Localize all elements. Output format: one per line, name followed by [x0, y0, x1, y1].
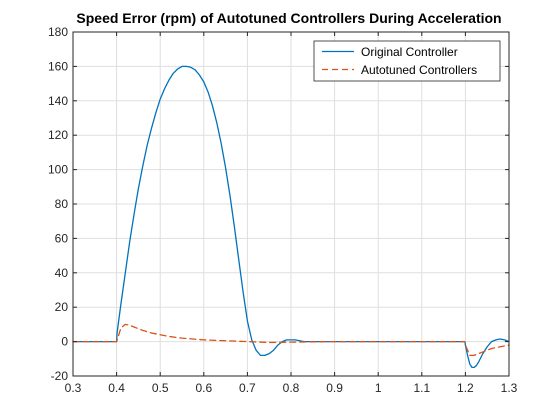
x-tick-label: 1.1: [413, 381, 430, 395]
y-tick-label: 20: [55, 300, 69, 314]
axis-ticks: 0.3 0.4 0.5 0.6 0.7 0.8 0.9 1 1.1 1.2 1.3 -20 0 20 40 6…: [48, 25, 518, 395]
legend-label-original: Original Controller: [361, 45, 458, 59]
x-tick-label: 0.7: [239, 381, 256, 395]
x-tick-label: 0.6: [195, 381, 212, 395]
y-tick-label: 140: [48, 94, 68, 108]
series-line-autotuned: [72, 323, 510, 357]
x-tick-label: 0.3: [65, 381, 82, 395]
y-tick-label: -20: [51, 369, 69, 383]
y-tick-label: 120: [48, 128, 68, 142]
y-tick-label: 100: [48, 163, 68, 177]
y-tick-label: 160: [48, 59, 68, 73]
x-tick-label: 1.3: [501, 381, 518, 395]
x-tick-label: 1.2: [457, 381, 474, 395]
legend-box: [313, 40, 501, 82]
series-line-original: [72, 65, 510, 369]
x-tick-label: 0.9: [326, 381, 343, 395]
x-tick-label: 0.8: [283, 381, 300, 395]
x-tick-label: 1: [375, 381, 382, 395]
y-tick-label: 80: [55, 197, 69, 211]
y-tick-label: 60: [55, 231, 69, 245]
x-tick-label: 0.5: [152, 381, 169, 395]
legend: Original Controller Autotuned Controller…: [313, 40, 501, 82]
series-layer: [72, 65, 510, 369]
x-tick-label: 0.4: [108, 381, 125, 395]
chart-title: Speed Error (rpm) of Autotuned Controlle…: [76, 10, 501, 26]
legend-label-autotuned: Autotuned Controllers: [361, 63, 477, 77]
y-tick-label: 0: [61, 335, 68, 349]
y-tick-label: 40: [55, 266, 69, 280]
y-tick-label: 180: [48, 25, 68, 39]
